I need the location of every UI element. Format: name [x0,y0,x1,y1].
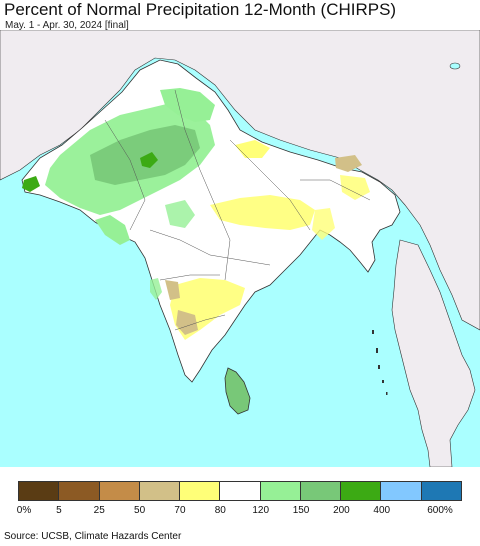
legend-swatch [19,482,60,500]
wet-west-coast [150,278,162,300]
lake [449,62,461,70]
legend-label: 400 [373,505,391,516]
legend-label: 200 [333,505,350,516]
dry-northeast [312,208,335,240]
legend-label: 0% [16,505,32,516]
legend-swatch [341,482,382,500]
legend-label: 50 [134,505,146,516]
land-sri-lanka [224,367,251,415]
wet-central [165,200,195,228]
legend-label: 70 [174,505,186,516]
legend-swatch [139,482,181,500]
legend-label: 150 [292,505,310,516]
map-subtitle: May. 1 - Apr. 30, 2024 [final] [5,20,129,31]
islands [372,330,388,395]
dry-east [340,175,370,200]
dry-bhutan [335,155,362,172]
legend-swatch [300,482,342,500]
map-title: Percent of Normal Precipitation 12-Month… [4,0,397,19]
legend-labels: 0% 5 25 50 70 80 120 150 200 400 600% [0,505,480,519]
legend-swatch [381,482,422,500]
legend-swatch [180,482,221,500]
legend-swatch [220,482,261,500]
source-credit: Source: UCSB, Climate Hazards Center [4,531,182,542]
legend-label: 25 [93,505,105,516]
very-dry-south-2 [176,310,198,335]
precipitation-map [0,30,480,467]
legend-swatch [260,482,301,500]
legend-label: 120 [252,505,270,516]
wettest-patch [140,152,158,168]
legend-label: 80 [214,505,226,516]
legend-swatch [59,482,100,500]
legend-swatch [421,482,461,500]
dry-east-central [210,195,315,230]
wet-coast-west [22,176,40,192]
wet-kashmir [160,88,215,122]
wetter-north-west [90,125,200,185]
legend-label: 600% [427,505,453,516]
legend-label: 5 [56,505,62,516]
legend-colorbar [18,481,462,501]
land-southeast-asia [391,239,476,467]
very-dry-south [165,280,180,300]
legend-swatch [99,482,140,500]
internal-borders [104,89,371,331]
wet-gujarat [95,215,130,245]
